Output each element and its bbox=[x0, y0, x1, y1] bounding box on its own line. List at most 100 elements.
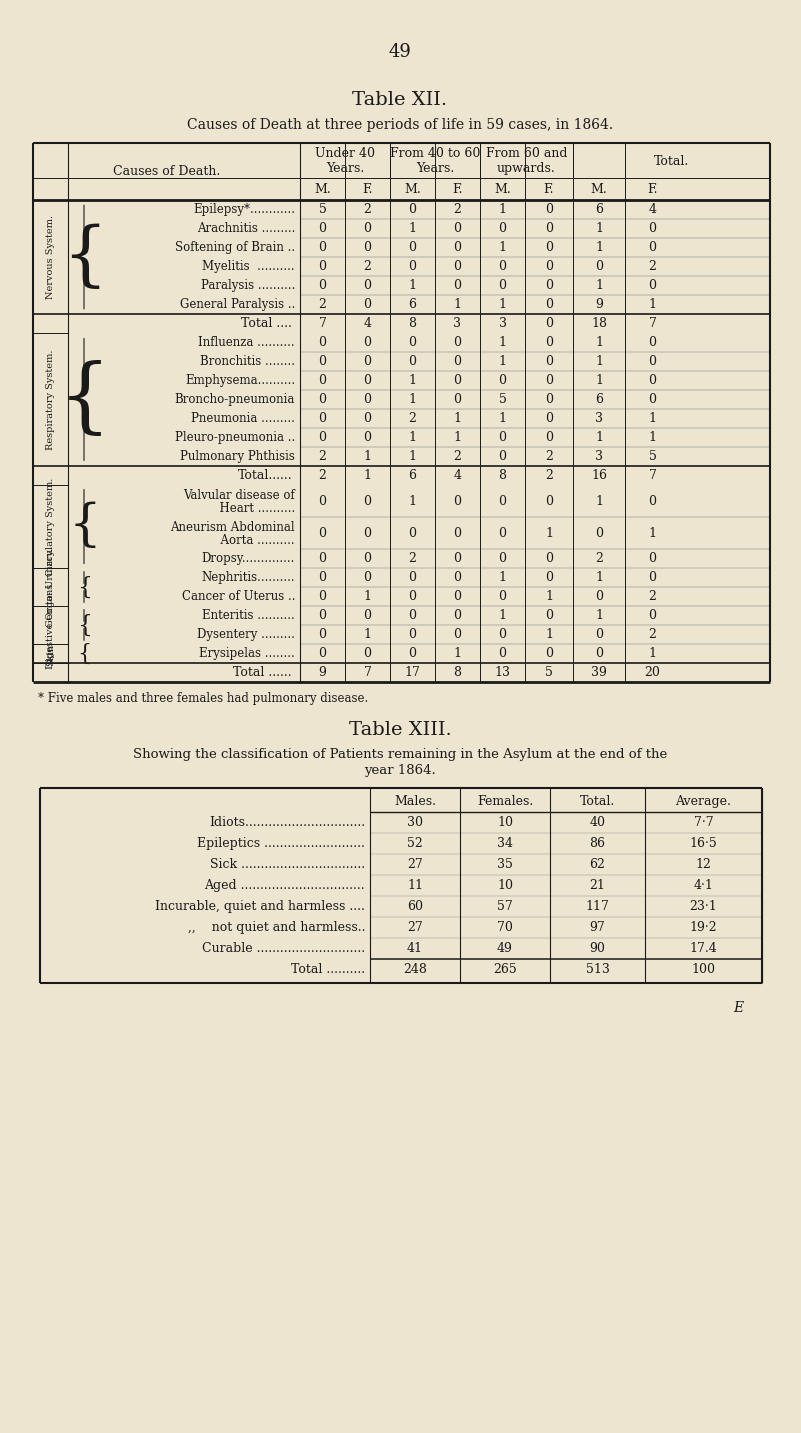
Text: 0: 0 bbox=[453, 609, 461, 622]
Text: 1: 1 bbox=[409, 222, 417, 235]
Text: 0: 0 bbox=[498, 526, 506, 539]
Text: 0: 0 bbox=[409, 259, 417, 274]
Text: 0: 0 bbox=[453, 590, 461, 603]
Text: 265: 265 bbox=[493, 963, 517, 976]
Text: 0: 0 bbox=[319, 590, 327, 603]
Text: 0: 0 bbox=[545, 298, 553, 311]
Text: Softening of Brain ..: Softening of Brain .. bbox=[175, 241, 295, 254]
Text: 97: 97 bbox=[590, 921, 606, 934]
Text: Table XII.: Table XII. bbox=[352, 92, 448, 109]
Text: 1: 1 bbox=[595, 431, 603, 444]
Text: 70: 70 bbox=[497, 921, 513, 934]
Text: 0: 0 bbox=[409, 241, 417, 254]
Text: Sick ................................: Sick ................................ bbox=[210, 858, 365, 871]
Text: 19·2: 19·2 bbox=[690, 921, 718, 934]
Text: 1: 1 bbox=[409, 494, 417, 507]
Text: 2: 2 bbox=[409, 552, 417, 565]
Text: Total.: Total. bbox=[580, 794, 615, 808]
Text: 49: 49 bbox=[388, 43, 412, 62]
Text: 0: 0 bbox=[319, 648, 327, 661]
Text: 0: 0 bbox=[364, 374, 372, 387]
Text: 0: 0 bbox=[319, 393, 327, 406]
Text: Arachnitis .........: Arachnitis ......... bbox=[196, 222, 295, 235]
Text: 1: 1 bbox=[364, 590, 372, 603]
Text: Respiratory System.: Respiratory System. bbox=[46, 350, 55, 450]
Text: 11: 11 bbox=[407, 878, 423, 891]
Text: 90: 90 bbox=[590, 941, 606, 954]
Text: ,,    not quiet and harmless..: ,, not quiet and harmless.. bbox=[187, 921, 365, 934]
Text: 2: 2 bbox=[649, 628, 657, 641]
Text: Aged ................................: Aged ................................ bbox=[204, 878, 365, 891]
Text: 0: 0 bbox=[649, 374, 657, 387]
Text: 0: 0 bbox=[364, 570, 372, 585]
Text: 100: 100 bbox=[691, 963, 715, 976]
Text: 20: 20 bbox=[645, 666, 661, 679]
Text: 0: 0 bbox=[453, 222, 461, 235]
Text: 2: 2 bbox=[595, 552, 603, 565]
Text: 1: 1 bbox=[364, 469, 372, 481]
Text: 39: 39 bbox=[591, 666, 607, 679]
Text: 1: 1 bbox=[595, 570, 603, 585]
Text: M.: M. bbox=[314, 182, 331, 195]
Text: 4·1: 4·1 bbox=[694, 878, 714, 891]
Text: 0: 0 bbox=[364, 431, 372, 444]
Text: 0: 0 bbox=[595, 648, 603, 661]
Text: 2: 2 bbox=[453, 203, 461, 216]
Text: F.: F. bbox=[362, 182, 372, 195]
Text: 2: 2 bbox=[364, 203, 372, 216]
Text: M.: M. bbox=[494, 182, 511, 195]
Text: Pulmonary Phthisis: Pulmonary Phthisis bbox=[180, 450, 295, 463]
Text: 0: 0 bbox=[649, 279, 657, 292]
Text: 0: 0 bbox=[545, 494, 553, 507]
Text: 0: 0 bbox=[364, 609, 372, 622]
Text: M.: M. bbox=[405, 182, 421, 195]
Text: 1: 1 bbox=[545, 590, 553, 603]
Text: 6: 6 bbox=[409, 298, 417, 311]
Text: 0: 0 bbox=[364, 413, 372, 426]
Text: 0: 0 bbox=[319, 413, 327, 426]
Text: 0: 0 bbox=[545, 317, 553, 330]
Text: 0: 0 bbox=[319, 570, 327, 585]
Text: 0: 0 bbox=[595, 259, 603, 274]
Text: 57: 57 bbox=[497, 900, 513, 913]
Text: Total ....: Total .... bbox=[241, 317, 292, 330]
Text: 248: 248 bbox=[403, 963, 427, 976]
Text: Males.: Males. bbox=[394, 794, 436, 808]
Text: 0: 0 bbox=[409, 609, 417, 622]
Text: 52: 52 bbox=[407, 837, 423, 850]
Text: 3: 3 bbox=[595, 450, 603, 463]
Text: Curable ............................: Curable ............................ bbox=[202, 941, 365, 954]
Text: 0: 0 bbox=[545, 222, 553, 235]
Text: Total ..........: Total .......... bbox=[291, 963, 365, 976]
Text: 4: 4 bbox=[364, 317, 372, 330]
Text: 8: 8 bbox=[498, 469, 506, 481]
Text: {: { bbox=[62, 222, 107, 291]
Text: 0: 0 bbox=[364, 526, 372, 539]
Text: Epileptics ..........................: Epileptics .......................... bbox=[197, 837, 365, 850]
Text: Bronchitis ........: Bronchitis ........ bbox=[200, 355, 295, 368]
Text: {: { bbox=[77, 642, 91, 665]
Text: 16: 16 bbox=[591, 469, 607, 481]
Text: 3: 3 bbox=[595, 413, 603, 426]
Text: 40: 40 bbox=[590, 815, 606, 830]
Text: F.: F. bbox=[544, 182, 554, 195]
Text: Digestive Organs.: Digestive Organs. bbox=[46, 580, 55, 669]
Text: 0: 0 bbox=[453, 241, 461, 254]
Text: 0: 0 bbox=[364, 335, 372, 350]
Text: 4: 4 bbox=[453, 469, 461, 481]
Text: F.: F. bbox=[453, 182, 463, 195]
Text: 5: 5 bbox=[319, 203, 327, 216]
Text: 30: 30 bbox=[407, 815, 423, 830]
Text: 1: 1 bbox=[595, 374, 603, 387]
Text: 7: 7 bbox=[319, 317, 327, 330]
Text: 34: 34 bbox=[497, 837, 513, 850]
Text: 62: 62 bbox=[590, 858, 606, 871]
Text: 117: 117 bbox=[586, 900, 610, 913]
Text: 0: 0 bbox=[409, 628, 417, 641]
Text: 12: 12 bbox=[695, 858, 711, 871]
Text: 0: 0 bbox=[364, 393, 372, 406]
Text: {: { bbox=[59, 360, 111, 440]
Text: 0: 0 bbox=[364, 222, 372, 235]
Text: 0: 0 bbox=[545, 393, 553, 406]
Text: 1: 1 bbox=[498, 203, 506, 216]
